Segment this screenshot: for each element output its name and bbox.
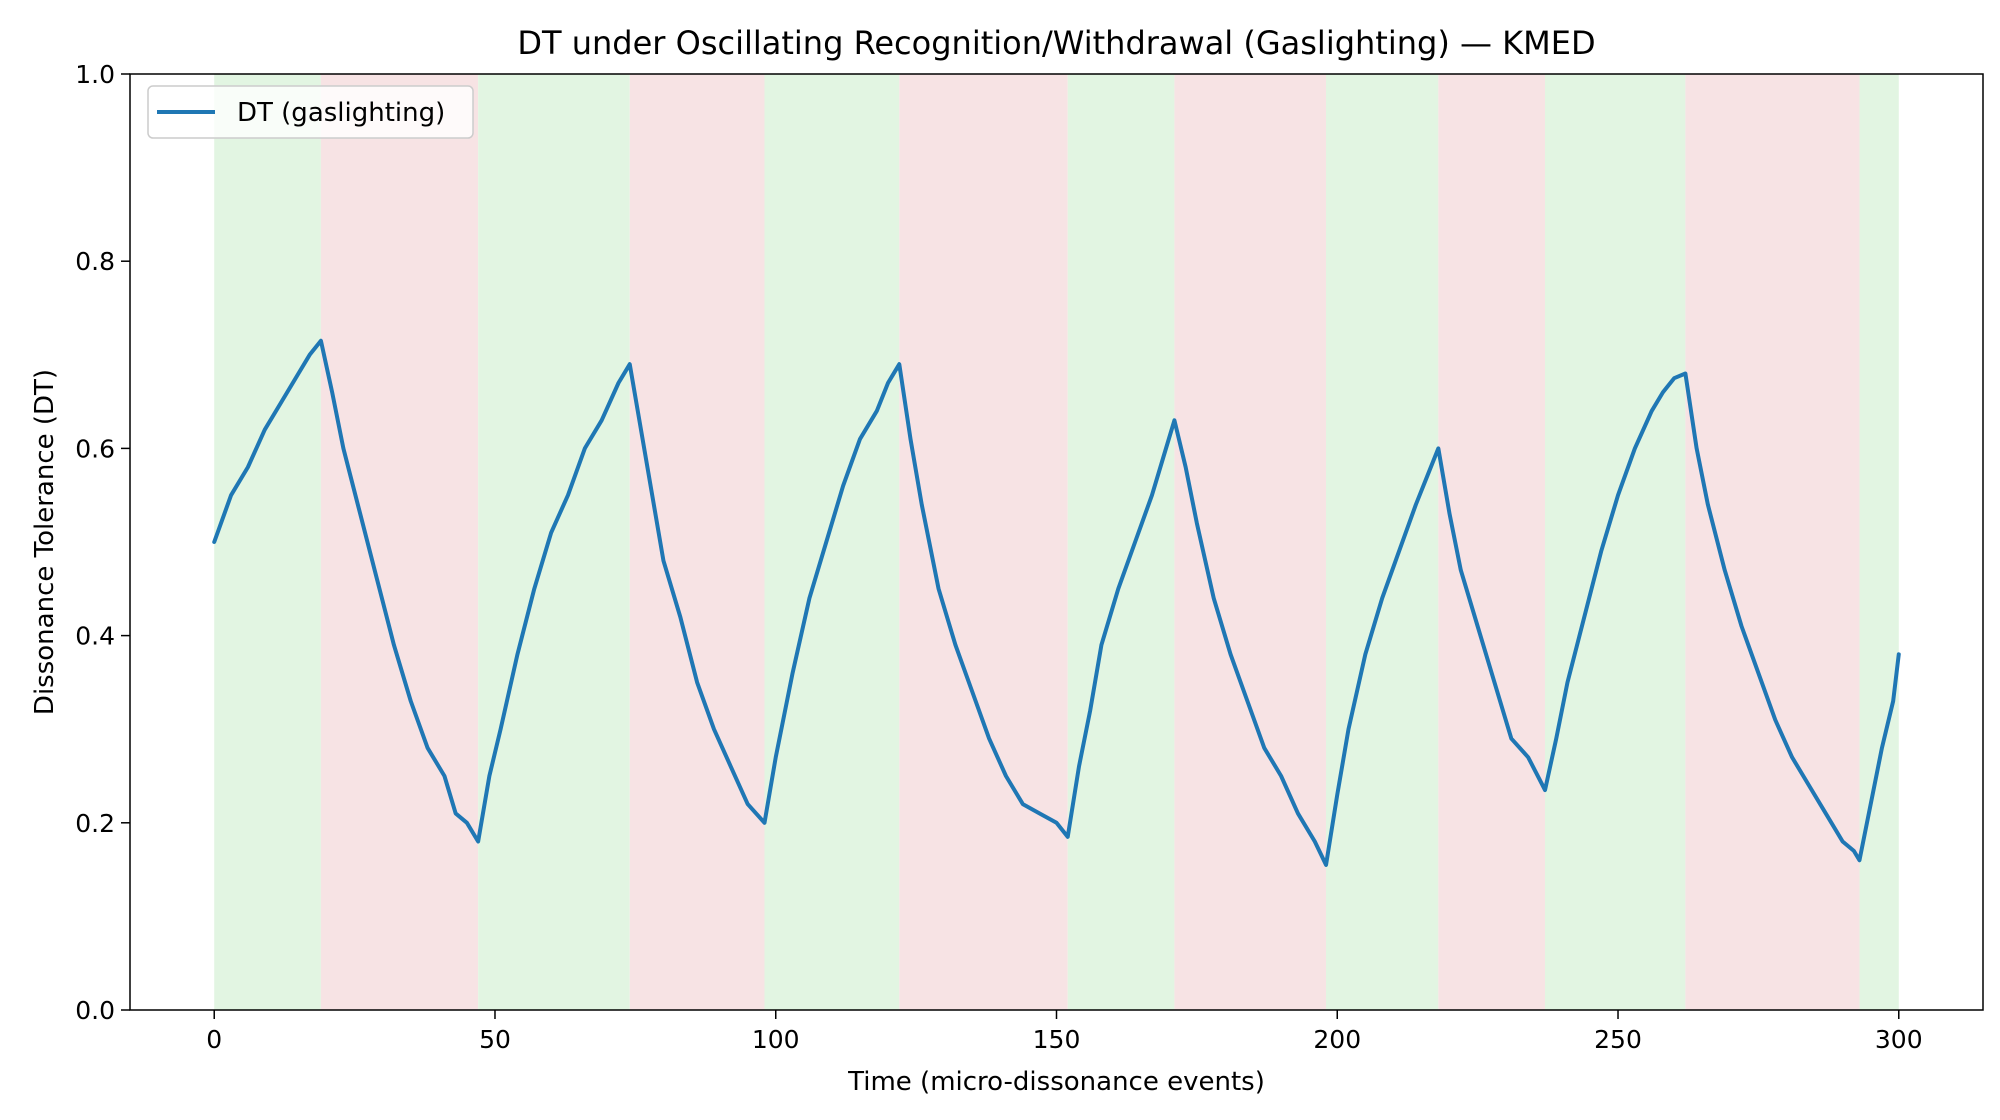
phase-band-recognition bbox=[1067, 74, 1175, 1010]
phase-bands bbox=[214, 74, 1899, 1010]
series-line bbox=[212, 338, 1901, 867]
phase-band-withdrawal bbox=[320, 74, 479, 1010]
y-axis: 0.0 0.2 0.4 0.6 0.8 1.0 bbox=[75, 60, 130, 1025]
x-axis-label: Time (micro-dissonance events) bbox=[847, 1067, 1265, 1097]
x-axis: 0 50 100 150 200 250 300 bbox=[206, 1010, 1923, 1054]
x-tick-label: 0 bbox=[206, 1025, 222, 1054]
y-tick-label: 0.0 bbox=[75, 996, 115, 1025]
phase-band-withdrawal bbox=[1685, 74, 1860, 1010]
legend-box bbox=[147, 85, 474, 139]
phase-band-withdrawal bbox=[629, 74, 765, 1010]
y-tick-label: 0.2 bbox=[75, 809, 115, 838]
chart-title: DT under Oscillating Recognition/Withdra… bbox=[517, 24, 1595, 62]
phase-band-recognition bbox=[1859, 74, 1899, 1010]
y-tick-label: 0.8 bbox=[75, 247, 115, 276]
phase-band-recognition bbox=[214, 74, 321, 1010]
x-tick-label: 200 bbox=[1313, 1025, 1361, 1054]
phase-band-recognition bbox=[1326, 74, 1439, 1010]
x-tick-label: 50 bbox=[479, 1025, 511, 1054]
x-tick-label: 250 bbox=[1594, 1025, 1642, 1054]
legend: DT (gaslighting) bbox=[147, 85, 474, 139]
phase-band-recognition bbox=[764, 74, 900, 1010]
y-tick-label: 1.0 bbox=[75, 60, 115, 89]
x-tick-label: 100 bbox=[752, 1025, 800, 1054]
phase-band-recognition bbox=[478, 74, 630, 1010]
phase-band-withdrawal bbox=[899, 74, 1068, 1010]
phase-band-withdrawal bbox=[1174, 74, 1327, 1010]
legend-label: DT (gaslighting) bbox=[237, 98, 445, 128]
y-tick-label: 0.4 bbox=[75, 622, 115, 651]
x-tick-label: 150 bbox=[1033, 1025, 1081, 1054]
x-tick-label: 300 bbox=[1875, 1025, 1923, 1054]
series-layer bbox=[212, 338, 1901, 867]
y-axis-label: Dissonance Tolerance (DT) bbox=[30, 369, 60, 715]
phase-band-recognition bbox=[1545, 74, 1686, 1010]
y-tick-label: 0.6 bbox=[75, 434, 115, 463]
